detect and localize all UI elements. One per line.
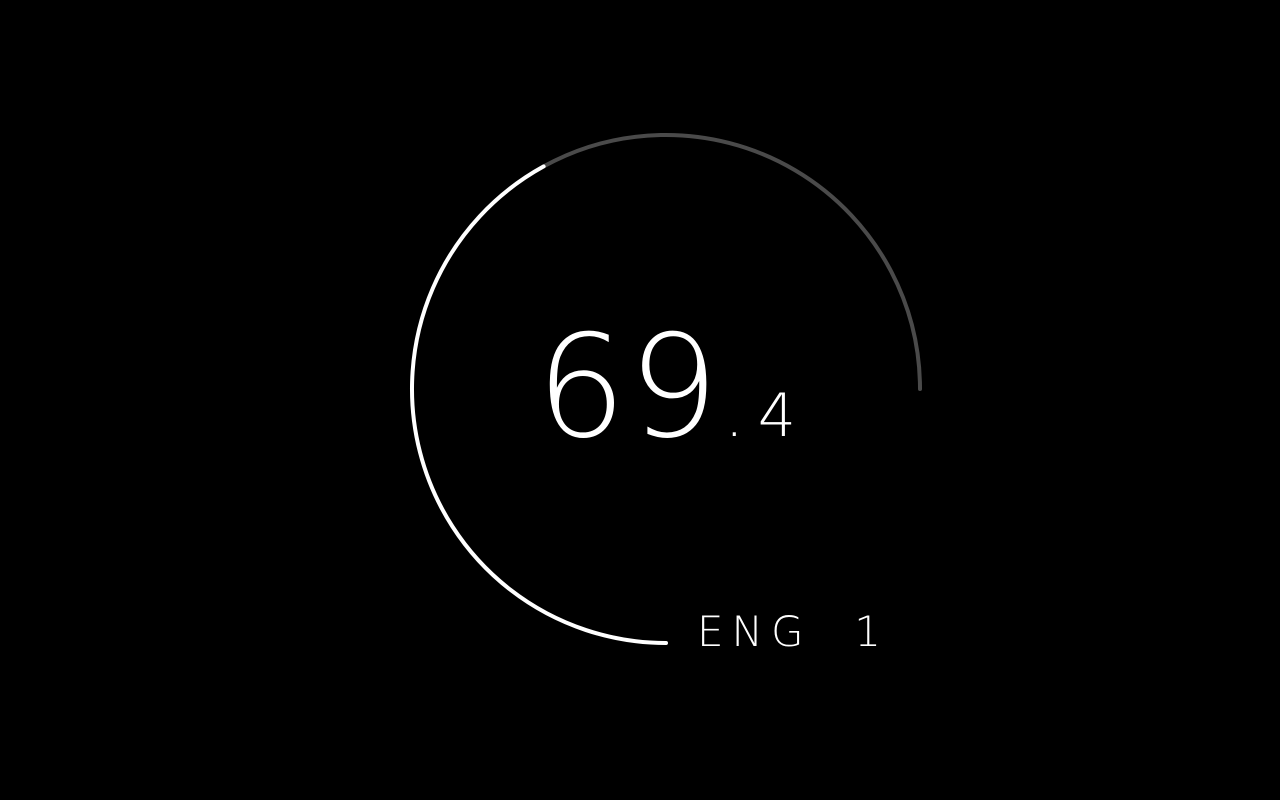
value-integer: 69 [536,305,721,470]
gauge-track-arc [541,133,922,391]
engine-value-readout: 69 . 4 [536,305,796,470]
engine-label: ENG 1 [697,607,889,656]
value-decimal-point: . [724,381,744,451]
value-fraction: 4 [757,381,796,451]
gauge-fill-arc [410,164,668,645]
